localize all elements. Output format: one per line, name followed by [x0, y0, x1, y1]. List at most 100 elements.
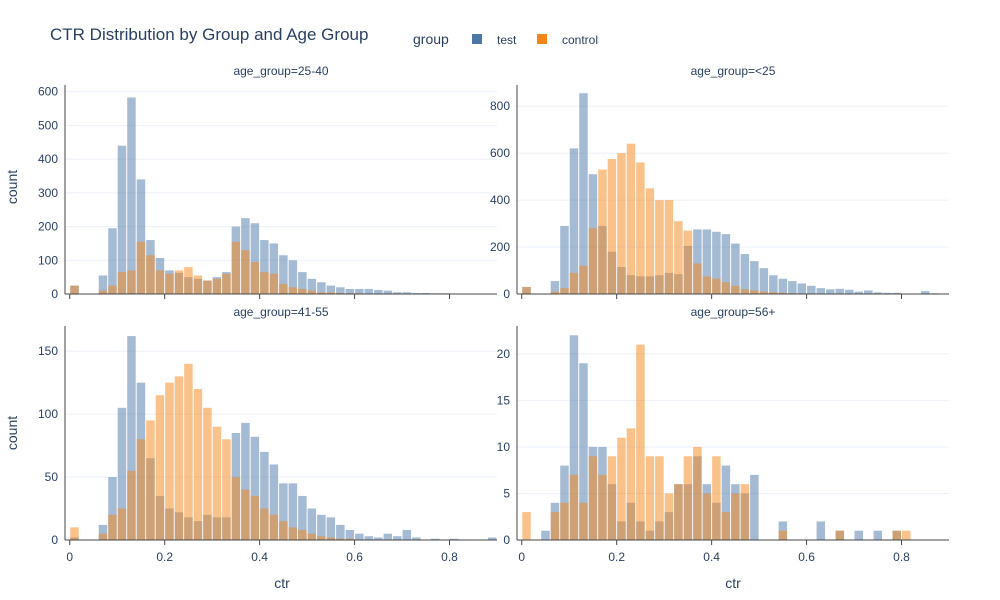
bar-control [250, 495, 260, 540]
bar-test [317, 282, 326, 294]
bar-test [721, 465, 731, 540]
bar-test [393, 536, 402, 540]
y-axis-title-top: count [4, 170, 20, 204]
x-tick-label: 0.6 [346, 550, 363, 564]
bar-control [607, 158, 617, 294]
bar-control [740, 484, 750, 540]
bar-control [326, 292, 336, 294]
bar-control [317, 292, 326, 294]
bar-test [693, 229, 702, 294]
bar-test [279, 483, 288, 540]
bar-test [778, 278, 788, 294]
bar-control [288, 527, 298, 540]
bar-control [260, 508, 269, 540]
bar-control [645, 188, 655, 294]
x-tick-label: 0 [66, 550, 73, 564]
bar-control [617, 437, 626, 540]
bar-control [165, 382, 174, 540]
bar-control [664, 200, 674, 294]
y-tick-label: 5 [503, 486, 510, 500]
chart-title: CTR Distribution by Group and Age Group [50, 25, 368, 44]
y-tick-label: 0 [51, 533, 58, 547]
bar-control [731, 493, 740, 540]
bar-test [345, 288, 355, 294]
bar-test [883, 292, 892, 294]
bar-control [740, 289, 750, 294]
bar-control [336, 292, 345, 294]
bar-control [231, 477, 241, 540]
bar-test [721, 234, 731, 294]
y-tick-label: 0 [503, 533, 510, 547]
bar-control [683, 230, 693, 294]
bar-test [98, 524, 108, 540]
bar-test [393, 292, 402, 294]
bar-control [231, 241, 241, 294]
bar-control [70, 285, 79, 294]
bar-control [607, 456, 617, 540]
bar-control [750, 290, 759, 294]
y-tick-label: 150 [38, 344, 58, 358]
bar-test [731, 243, 740, 294]
bar-test [921, 291, 930, 294]
bar-test [816, 521, 826, 540]
bar-test [560, 225, 569, 294]
bar-control [778, 292, 788, 294]
bar-control [222, 273, 231, 294]
y-tick-label: 300 [38, 186, 58, 200]
x-axis-title-right: ctr [725, 575, 741, 591]
bar-test [873, 292, 883, 294]
legend-item-control[interactable]: control [537, 33, 598, 47]
bar-control [260, 272, 269, 294]
bar-control [522, 286, 531, 294]
bar-test [807, 285, 816, 294]
bar-control [203, 407, 212, 540]
bar-test [307, 278, 317, 294]
bar-test [759, 268, 769, 294]
bar-control [579, 502, 588, 540]
bar-control [655, 200, 664, 294]
bar-control [617, 153, 626, 294]
bar-test [117, 407, 127, 540]
bar-test [326, 517, 336, 540]
bar-control [778, 530, 788, 540]
bar-test [569, 335, 579, 540]
bar-test [826, 289, 835, 294]
bar-test [864, 290, 873, 294]
y-tick-label: 100 [38, 253, 58, 267]
legend-item-test[interactable]: test [472, 33, 517, 47]
bar-control [146, 420, 155, 540]
y-tick-label: 400 [490, 193, 510, 207]
bar-test [269, 464, 279, 540]
bar-control [269, 514, 279, 540]
bar-control [117, 272, 127, 294]
bar-control [117, 508, 127, 540]
bar-test [816, 288, 826, 294]
bar-control [146, 255, 155, 294]
bar-control [212, 278, 222, 294]
facet-title: age_group=41-55 [233, 305, 328, 319]
bar-test [260, 240, 269, 294]
bar-test [355, 288, 364, 294]
bar-test [740, 254, 750, 294]
bar-control [345, 538, 355, 540]
bar-control [693, 263, 702, 294]
bar-test [298, 495, 307, 540]
bar-control [626, 428, 636, 540]
bar-test [336, 524, 345, 540]
y-tick-label: 15 [497, 393, 511, 407]
bar-test [412, 292, 421, 294]
bar-test [269, 243, 279, 294]
bar-test [383, 290, 393, 294]
bar-test [241, 422, 250, 540]
bar-control [136, 241, 146, 294]
legend-swatch-test [472, 34, 482, 44]
bar-control [222, 439, 231, 540]
bar-control [588, 228, 598, 294]
legend-label-control: control [562, 33, 598, 47]
bar-test [835, 288, 845, 294]
bar-control [598, 474, 607, 540]
bar-test [712, 231, 721, 294]
bar-control [655, 456, 664, 540]
bar-control [693, 446, 702, 540]
